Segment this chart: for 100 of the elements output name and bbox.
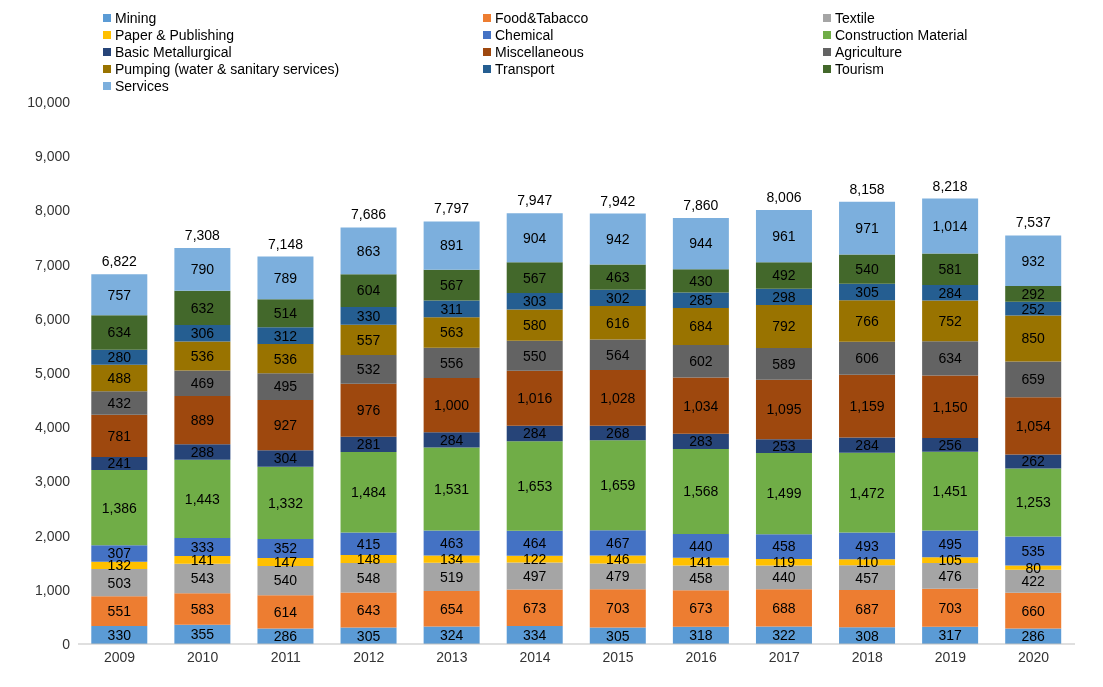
bar xyxy=(922,300,979,342)
data-label: 535 xyxy=(1021,542,1046,559)
data-label: 889 xyxy=(190,412,215,429)
bar xyxy=(506,562,563,590)
data-label: 532 xyxy=(356,361,381,378)
data-label: 495 xyxy=(273,378,298,395)
data-label: 122 xyxy=(523,551,547,568)
x-tick-label: 2012 xyxy=(353,648,385,665)
data-label: 432 xyxy=(107,394,132,411)
x-tick-label: 2013 xyxy=(436,648,468,665)
data-label: 792 xyxy=(772,318,796,335)
data-label: 503 xyxy=(107,574,132,591)
data-label: 1,568 xyxy=(683,483,719,500)
bar xyxy=(839,341,896,375)
y-tick-label: 6,000 xyxy=(34,310,71,327)
x-tick-label: 2017 xyxy=(768,648,800,665)
bar xyxy=(672,307,729,345)
legend-label: Miscellaneous xyxy=(495,44,584,60)
data-label: 557 xyxy=(356,331,381,348)
data-label: 684 xyxy=(689,318,713,335)
total-label: 7,942 xyxy=(600,192,636,209)
data-label: 1,014 xyxy=(932,217,968,234)
x-tick-label: 2011 xyxy=(270,648,301,665)
bar xyxy=(506,370,563,426)
legend-label: Paper & Publishing xyxy=(115,27,235,43)
data-label: 659 xyxy=(1021,371,1046,388)
data-label: 479 xyxy=(606,568,630,585)
data-label: 283 xyxy=(689,433,713,450)
bar xyxy=(506,262,563,293)
bar xyxy=(91,596,148,627)
data-label: 440 xyxy=(689,537,713,554)
bar xyxy=(672,590,729,627)
data-label: 304 xyxy=(273,450,298,467)
data-label: 556 xyxy=(439,354,464,371)
data-label: 1,000 xyxy=(434,396,470,413)
data-label: 430 xyxy=(689,272,713,289)
bar xyxy=(1005,235,1062,287)
legend-label: Food&Tabacco xyxy=(495,10,589,26)
data-label: 134 xyxy=(439,551,464,568)
data-label: 262 xyxy=(1021,453,1046,470)
data-label: 467 xyxy=(606,534,630,551)
data-label: 324 xyxy=(439,627,464,644)
bar xyxy=(1005,592,1062,629)
data-label: 355 xyxy=(190,626,215,643)
total-label: 8,158 xyxy=(849,180,885,197)
data-label: 1,054 xyxy=(1015,417,1051,434)
data-label: 305 xyxy=(606,627,630,644)
bar xyxy=(922,451,979,531)
data-label: 252 xyxy=(1021,300,1046,317)
data-label: 284 xyxy=(855,437,879,454)
data-label: 298 xyxy=(772,288,796,305)
bar xyxy=(257,344,314,374)
bar xyxy=(672,377,729,434)
data-label: 334 xyxy=(523,626,547,643)
bar xyxy=(423,317,480,348)
x-tick-label: 2020 xyxy=(1017,648,1050,665)
legend-label: Basic Metallurgical xyxy=(115,44,232,60)
bar xyxy=(1005,468,1062,537)
bar xyxy=(174,459,231,539)
y-tick-label: 8,000 xyxy=(34,202,71,219)
bar xyxy=(174,247,231,291)
data-label: 292 xyxy=(1021,285,1046,302)
data-label: 654 xyxy=(439,600,464,617)
data-label: 330 xyxy=(356,307,381,324)
bar xyxy=(589,440,646,531)
data-label: 632 xyxy=(190,299,215,316)
bar xyxy=(672,448,729,534)
data-label: 305 xyxy=(356,627,381,644)
data-label: 119 xyxy=(772,554,796,571)
y-tick-label: 0 xyxy=(62,635,71,652)
data-label: 551 xyxy=(107,603,132,620)
data-label: 1,484 xyxy=(351,484,387,501)
data-label: 540 xyxy=(855,261,879,277)
y-tick-label: 9,000 xyxy=(34,148,71,165)
bar xyxy=(755,379,812,440)
data-label: 790 xyxy=(190,261,215,278)
legend-label: Agriculture xyxy=(835,44,902,60)
bar xyxy=(91,274,148,316)
bar xyxy=(423,221,480,270)
data-label: 1,443 xyxy=(184,490,221,507)
data-label: 463 xyxy=(606,269,630,286)
bar xyxy=(839,565,896,591)
bar xyxy=(91,414,148,458)
data-label: 602 xyxy=(689,353,713,370)
legend-label: Textile xyxy=(835,10,875,26)
bar xyxy=(672,533,729,558)
bar xyxy=(174,341,231,371)
data-label: 1,659 xyxy=(600,477,636,494)
x-tick-label: 2009 xyxy=(103,648,136,665)
total-label: 7,947 xyxy=(517,192,553,209)
data-label: 567 xyxy=(523,269,547,286)
data-label: 284 xyxy=(439,431,464,448)
bar xyxy=(755,210,812,263)
data-label: 1,472 xyxy=(849,484,885,501)
data-label: 457 xyxy=(855,569,879,586)
x-tick-label: 2014 xyxy=(519,648,551,665)
data-label: 281 xyxy=(356,436,381,453)
bar xyxy=(340,355,397,384)
bar xyxy=(839,201,896,255)
data-label: 766 xyxy=(855,312,879,329)
